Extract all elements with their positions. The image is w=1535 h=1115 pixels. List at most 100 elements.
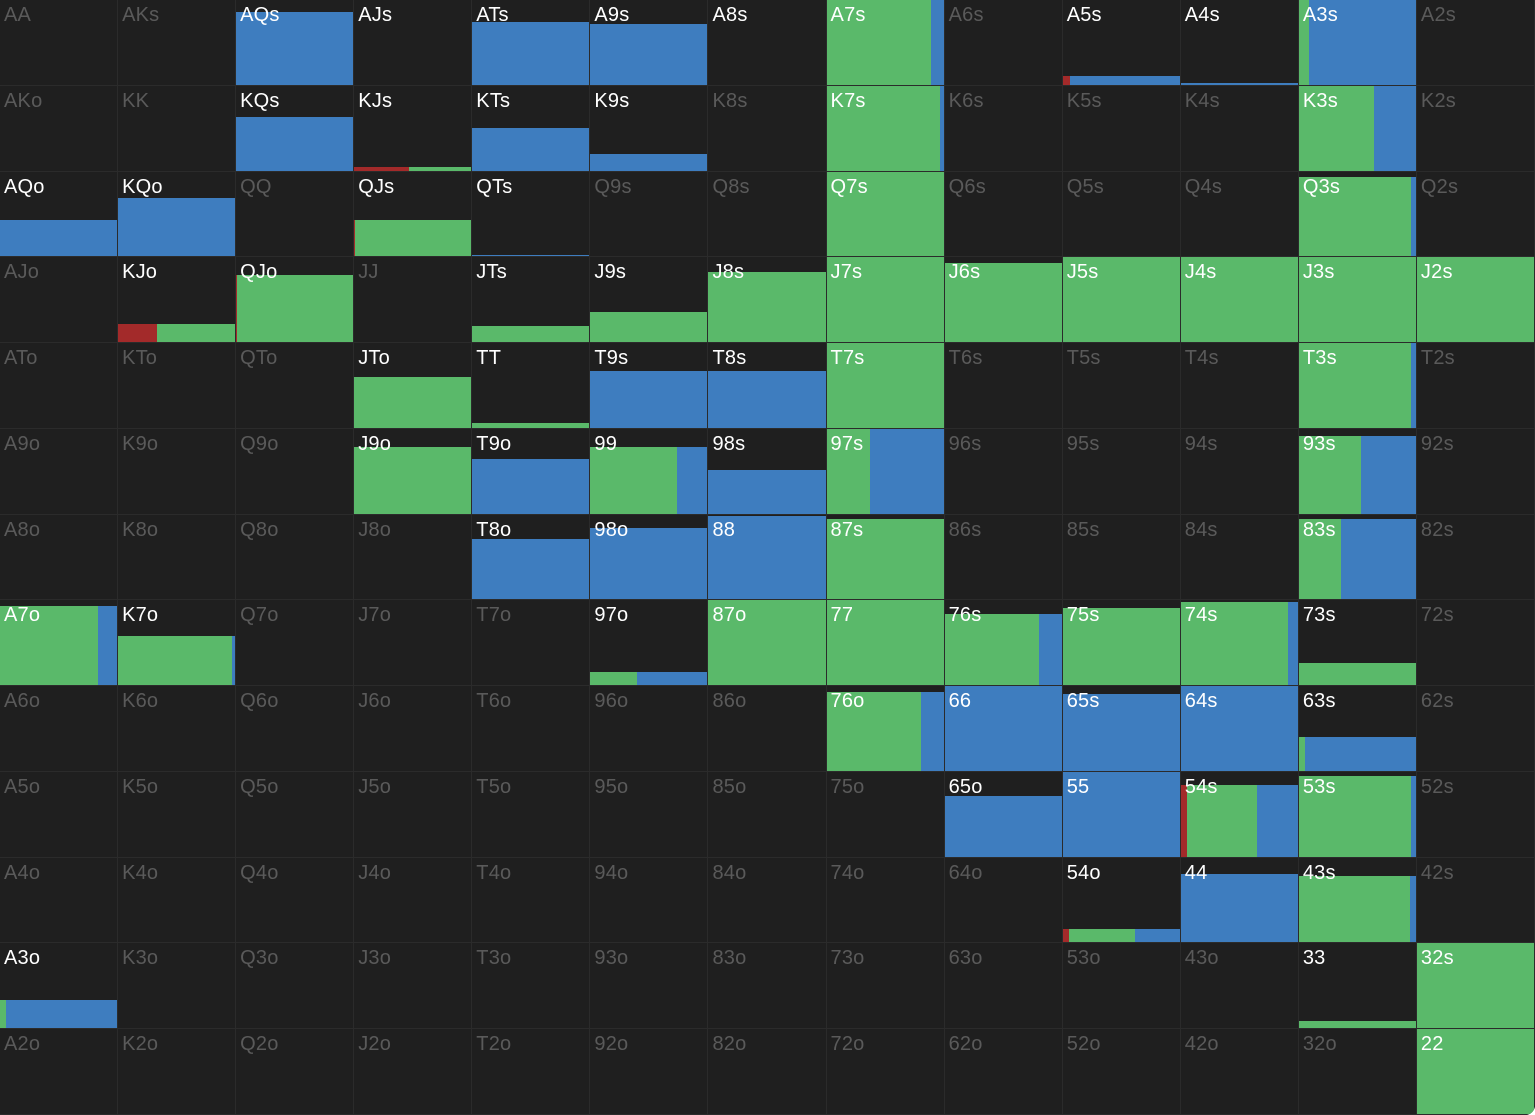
hand-cell-QQ[interactable]: QQ xyxy=(236,171,355,258)
hand-cell-QTo[interactable]: QTo xyxy=(236,343,355,429)
hand-cell-Q4o[interactable]: Q4o xyxy=(236,857,355,944)
hand-cell-A7s[interactable]: A7s xyxy=(826,0,945,86)
hand-cell-77[interactable]: 77 xyxy=(826,600,945,687)
hand-cell-Q6o[interactable]: Q6o xyxy=(236,686,355,772)
hand-cell-Q7s[interactable]: Q7s xyxy=(826,171,945,258)
hand-cell-64o[interactable]: 64o xyxy=(944,857,1063,944)
hand-cell-A8o[interactable]: A8o xyxy=(0,514,119,601)
hand-cell-44[interactable]: 44 xyxy=(1180,857,1299,944)
hand-cell-84s[interactable]: 84s xyxy=(1180,514,1299,601)
hand-cell-92s[interactable]: 92s xyxy=(1416,428,1535,515)
hand-cell-K2s[interactable]: K2s xyxy=(1416,85,1535,172)
hand-cell-99[interactable]: 99 xyxy=(590,428,709,515)
hand-cell-Q7o[interactable]: Q7o xyxy=(236,600,355,687)
hand-cell-63o[interactable]: 63o xyxy=(944,943,1063,1030)
hand-cell-AKo[interactable]: AKo xyxy=(0,85,119,172)
hand-cell-53o[interactable]: 53o xyxy=(1062,943,1181,1030)
hand-cell-42o[interactable]: 42o xyxy=(1180,1029,1299,1115)
hand-cell-T5o[interactable]: T5o xyxy=(472,771,591,858)
hand-cell-63s[interactable]: 63s xyxy=(1298,686,1417,772)
hand-cell-Q8o[interactable]: Q8o xyxy=(236,514,355,601)
hand-cell-QJo[interactable]: QJo xyxy=(236,257,355,344)
hand-cell-J2s[interactable]: J2s xyxy=(1416,257,1535,344)
hand-cell-83s[interactable]: 83s xyxy=(1298,514,1417,601)
hand-cell-AJo[interactable]: AJo xyxy=(0,257,119,344)
hand-cell-ATo[interactable]: ATo xyxy=(0,343,119,429)
hand-cell-Q2o[interactable]: Q2o xyxy=(236,1029,355,1115)
hand-cell-94o[interactable]: 94o xyxy=(590,857,709,944)
hand-cell-KK[interactable]: KK xyxy=(118,85,237,172)
hand-cell-A6o[interactable]: A6o xyxy=(0,686,119,772)
hand-cell-66[interactable]: 66 xyxy=(944,686,1063,772)
hand-cell-53s[interactable]: 53s xyxy=(1298,771,1417,858)
hand-cell-K4o[interactable]: K4o xyxy=(118,857,237,944)
hand-cell-Q5o[interactable]: Q5o xyxy=(236,771,355,858)
hand-cell-Q4s[interactable]: Q4s xyxy=(1180,171,1299,258)
hand-cell-42s[interactable]: 42s xyxy=(1416,857,1535,944)
hand-cell-K7s[interactable]: K7s xyxy=(826,85,945,172)
hand-cell-84o[interactable]: 84o xyxy=(708,857,827,944)
hand-cell-K4s[interactable]: K4s xyxy=(1180,85,1299,172)
hand-cell-JTs[interactable]: JTs xyxy=(472,257,591,344)
hand-cell-86o[interactable]: 86o xyxy=(708,686,827,772)
hand-cell-A9s[interactable]: A9s xyxy=(590,0,709,86)
hand-cell-52s[interactable]: 52s xyxy=(1416,771,1535,858)
hand-cell-QJs[interactable]: QJs xyxy=(354,171,473,258)
hand-cell-T9s[interactable]: T9s xyxy=(590,343,709,429)
hand-cell-95s[interactable]: 95s xyxy=(1062,428,1181,515)
hand-cell-T4s[interactable]: T4s xyxy=(1180,343,1299,429)
hand-cell-JTo[interactable]: JTo xyxy=(354,343,473,429)
hand-cell-33[interactable]: 33 xyxy=(1298,943,1417,1030)
hand-cell-J6o[interactable]: J6o xyxy=(354,686,473,772)
hand-cell-86s[interactable]: 86s xyxy=(944,514,1063,601)
hand-cell-32o[interactable]: 32o xyxy=(1298,1029,1417,1115)
hand-cell-T5s[interactable]: T5s xyxy=(1062,343,1181,429)
hand-cell-K6s[interactable]: K6s xyxy=(944,85,1063,172)
hand-cell-QTs[interactable]: QTs xyxy=(472,171,591,258)
hand-cell-KTo[interactable]: KTo xyxy=(118,343,237,429)
hand-cell-85s[interactable]: 85s xyxy=(1062,514,1181,601)
hand-cell-74o[interactable]: 74o xyxy=(826,857,945,944)
hand-cell-97s[interactable]: 97s xyxy=(826,428,945,515)
hand-cell-88[interactable]: 88 xyxy=(708,514,827,601)
hand-cell-93o[interactable]: 93o xyxy=(590,943,709,1030)
hand-cell-83o[interactable]: 83o xyxy=(708,943,827,1030)
hand-cell-J9o[interactable]: J9o xyxy=(354,428,473,515)
hand-cell-K8o[interactable]: K8o xyxy=(118,514,237,601)
hand-cell-KQs[interactable]: KQs xyxy=(236,85,355,172)
hand-cell-74s[interactable]: 74s xyxy=(1180,600,1299,687)
hand-cell-32s[interactable]: 32s xyxy=(1416,943,1535,1030)
hand-cell-J8s[interactable]: J8s xyxy=(708,257,827,344)
hand-cell-J5o[interactable]: J5o xyxy=(354,771,473,858)
hand-cell-K5o[interactable]: K5o xyxy=(118,771,237,858)
hand-cell-T7s[interactable]: T7s xyxy=(826,343,945,429)
hand-cell-K5s[interactable]: K5s xyxy=(1062,85,1181,172)
hand-cell-AJs[interactable]: AJs xyxy=(354,0,473,86)
hand-cell-87s[interactable]: 87s xyxy=(826,514,945,601)
hand-cell-54s[interactable]: 54s xyxy=(1180,771,1299,858)
hand-cell-65s[interactable]: 65s xyxy=(1062,686,1181,772)
hand-cell-JJ[interactable]: JJ xyxy=(354,257,473,344)
hand-cell-T7o[interactable]: T7o xyxy=(472,600,591,687)
hand-cell-T2o[interactable]: T2o xyxy=(472,1029,591,1115)
hand-cell-82s[interactable]: 82s xyxy=(1416,514,1535,601)
hand-cell-A9o[interactable]: A9o xyxy=(0,428,119,515)
hand-cell-T8s[interactable]: T8s xyxy=(708,343,827,429)
hand-cell-75o[interactable]: 75o xyxy=(826,771,945,858)
hand-cell-Q5s[interactable]: Q5s xyxy=(1062,171,1181,258)
hand-cell-J7s[interactable]: J7s xyxy=(826,257,945,344)
hand-cell-T4o[interactable]: T4o xyxy=(472,857,591,944)
hand-cell-T2s[interactable]: T2s xyxy=(1416,343,1535,429)
hand-cell-Q6s[interactable]: Q6s xyxy=(944,171,1063,258)
hand-cell-J4o[interactable]: J4o xyxy=(354,857,473,944)
hand-cell-J5s[interactable]: J5s xyxy=(1062,257,1181,344)
hand-cell-KJo[interactable]: KJo xyxy=(118,257,237,344)
hand-cell-72s[interactable]: 72s xyxy=(1416,600,1535,687)
hand-cell-54o[interactable]: 54o xyxy=(1062,857,1181,944)
hand-cell-95o[interactable]: 95o xyxy=(590,771,709,858)
hand-cell-43s[interactable]: 43s xyxy=(1298,857,1417,944)
hand-cell-93s[interactable]: 93s xyxy=(1298,428,1417,515)
hand-cell-98o[interactable]: 98o xyxy=(590,514,709,601)
hand-cell-T8o[interactable]: T8o xyxy=(472,514,591,601)
hand-cell-64s[interactable]: 64s xyxy=(1180,686,1299,772)
